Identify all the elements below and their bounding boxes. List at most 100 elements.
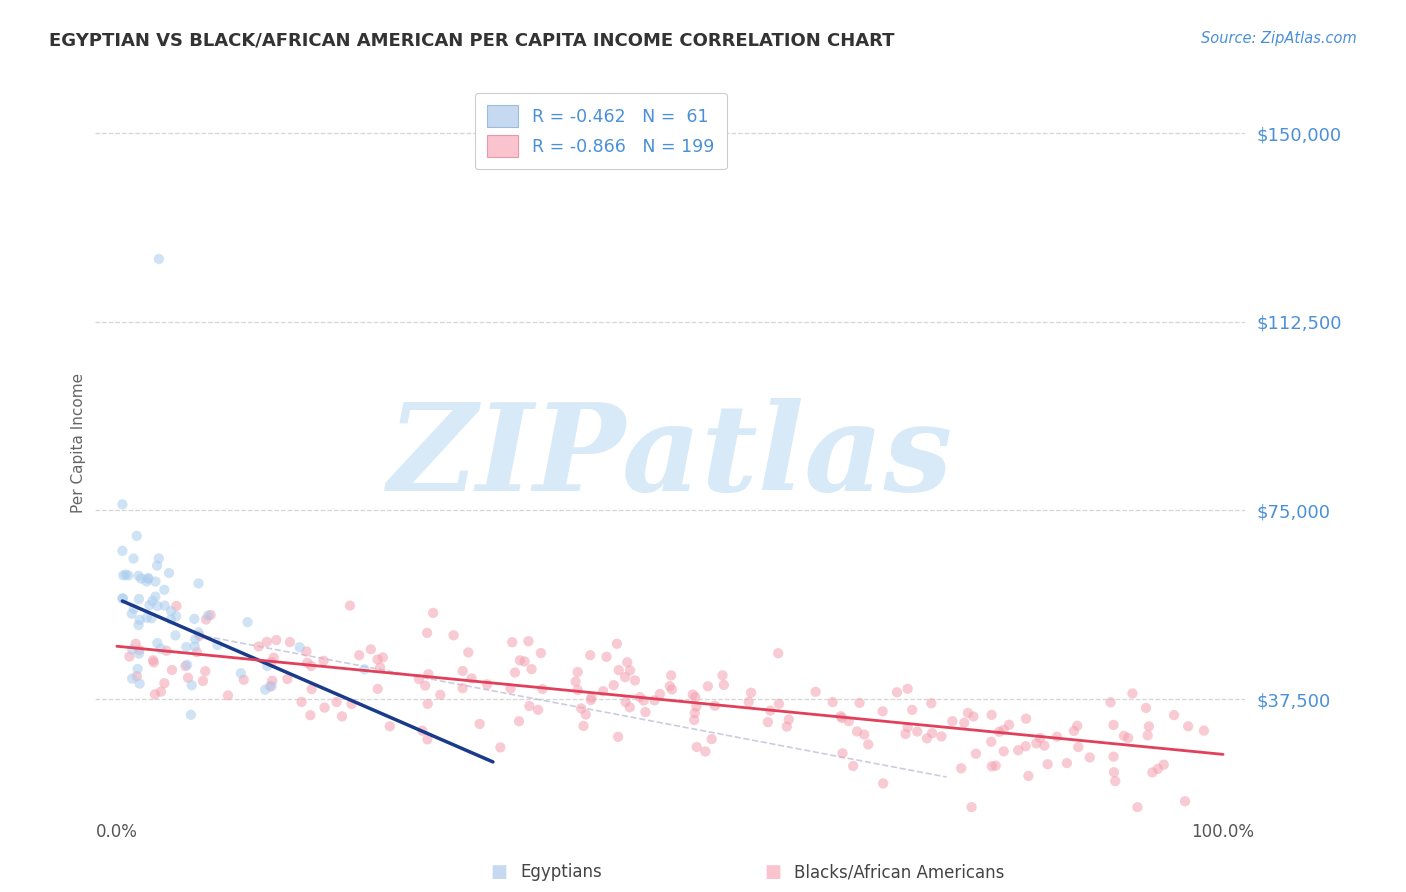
- Point: [145, 590, 167, 604]
- Point: [614, 695, 637, 709]
- Point: [993, 744, 1015, 758]
- Point: [145, 574, 167, 589]
- Point: [1017, 769, 1039, 783]
- Point: [1036, 757, 1059, 772]
- Point: [149, 641, 172, 656]
- Point: [1102, 718, 1125, 732]
- Point: [143, 687, 166, 701]
- Point: [1033, 739, 1056, 753]
- Point: [1102, 765, 1125, 780]
- Point: [872, 776, 894, 790]
- Point: [894, 727, 917, 741]
- Point: [229, 666, 252, 681]
- Point: [683, 706, 706, 720]
- Point: [1007, 743, 1029, 757]
- Point: [628, 690, 651, 705]
- Point: [148, 551, 170, 566]
- Point: [299, 708, 322, 723]
- Point: [686, 739, 709, 754]
- Point: [614, 670, 637, 684]
- Point: [135, 610, 157, 624]
- Point: [858, 738, 880, 752]
- Point: [256, 659, 278, 673]
- Point: [941, 714, 963, 729]
- Point: [501, 635, 523, 649]
- Point: [644, 693, 666, 707]
- Point: [766, 646, 789, 660]
- Point: [111, 497, 134, 511]
- Point: [1102, 749, 1125, 764]
- Point: [347, 648, 370, 663]
- Point: [901, 703, 924, 717]
- Point: [111, 591, 134, 606]
- Point: [838, 714, 860, 728]
- Point: [804, 685, 827, 699]
- Point: [232, 673, 254, 687]
- Point: [921, 726, 943, 740]
- Point: [138, 571, 160, 585]
- Point: [297, 656, 319, 670]
- Point: [489, 740, 512, 755]
- Point: [325, 695, 347, 709]
- Point: [180, 707, 202, 722]
- Point: [872, 704, 894, 718]
- Point: [180, 678, 202, 692]
- Y-axis label: Per Capita Income: Per Capita Income: [72, 373, 86, 513]
- Point: [353, 662, 375, 676]
- Point: [128, 647, 150, 661]
- Point: [956, 706, 979, 720]
- Point: [711, 668, 734, 682]
- Point: [624, 673, 647, 688]
- Point: [122, 551, 145, 566]
- Point: [186, 645, 208, 659]
- Point: [266, 633, 288, 648]
- Point: [422, 606, 444, 620]
- Point: [980, 707, 1002, 722]
- Point: [831, 711, 853, 725]
- Point: [301, 682, 323, 697]
- Point: [153, 599, 176, 613]
- Point: [520, 662, 543, 676]
- Point: [122, 601, 145, 615]
- Point: [1163, 708, 1185, 723]
- Point: [713, 678, 735, 692]
- Point: [602, 678, 624, 692]
- Point: [1046, 730, 1069, 744]
- Point: [853, 727, 876, 741]
- Point: [128, 676, 150, 690]
- Point: [368, 660, 391, 674]
- Point: [121, 642, 143, 657]
- Point: [112, 568, 135, 582]
- Point: [263, 650, 285, 665]
- Point: [695, 744, 717, 758]
- Point: [411, 723, 433, 738]
- Point: [683, 713, 706, 727]
- Point: [148, 252, 170, 266]
- Point: [121, 672, 143, 686]
- Point: [155, 643, 177, 657]
- Point: [607, 730, 630, 744]
- Point: [988, 724, 1011, 739]
- Point: [125, 529, 148, 543]
- Point: [950, 761, 973, 775]
- Point: [848, 696, 870, 710]
- Point: [299, 659, 322, 673]
- Point: [217, 689, 239, 703]
- Point: [905, 724, 928, 739]
- Point: [138, 598, 160, 612]
- Point: [195, 613, 218, 627]
- Point: [330, 709, 353, 723]
- Point: [1121, 686, 1143, 700]
- Point: [564, 674, 586, 689]
- Point: [980, 735, 1002, 749]
- Point: [416, 697, 439, 711]
- Point: [842, 759, 865, 773]
- Point: [187, 625, 209, 640]
- Point: [575, 707, 598, 722]
- Point: [619, 664, 641, 678]
- Point: [312, 654, 335, 668]
- Point: [127, 662, 149, 676]
- Point: [165, 609, 187, 624]
- Point: [339, 599, 361, 613]
- Point: [1137, 719, 1160, 733]
